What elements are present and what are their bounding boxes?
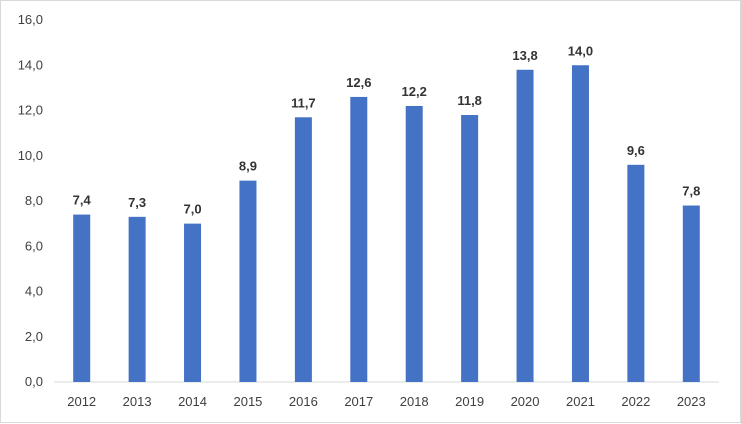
bar-2018: [405, 105, 423, 382]
bars: [73, 65, 700, 383]
x-tick-label-2012: 2012: [67, 394, 96, 409]
bar-2022: [627, 164, 645, 382]
y-axis-labels: 0,0 2,0 4,0 6,0 8,0 10,0 12,0 14,0 16,0: [18, 12, 43, 389]
data-label-2012: 7,4: [73, 193, 92, 208]
data-label-2018: 12,2: [402, 84, 427, 99]
bar-2013: [128, 216, 146, 382]
x-tick-label-2016: 2016: [289, 394, 318, 409]
bar-2019: [461, 115, 479, 383]
data-label-2022: 9,6: [627, 143, 645, 158]
bar-2016: [294, 117, 312, 382]
y-tick-label: 8,0: [25, 193, 43, 208]
data-label-2020: 13,8: [512, 48, 537, 63]
x-tick-label-2023: 2023: [677, 394, 706, 409]
bar-2023: [682, 205, 700, 382]
data-label-2015: 8,9: [239, 159, 257, 174]
data-label-2016: 11,7: [291, 95, 316, 110]
x-tick-label-2013: 2013: [123, 394, 152, 409]
bar-2021: [571, 65, 589, 382]
x-tick-label-2014: 2014: [178, 394, 207, 409]
x-tick-label-2019: 2019: [455, 394, 484, 409]
bar-2020: [516, 69, 534, 383]
y-tick-label: 2,0: [25, 329, 43, 344]
data-label-2023: 7,8: [682, 184, 700, 199]
x-tick-label-2021: 2021: [566, 394, 595, 409]
x-tick-label-2015: 2015: [233, 394, 262, 409]
bar-2012: [73, 214, 91, 382]
x-tick-label-2018: 2018: [400, 394, 429, 409]
data-label-2021: 14,0: [568, 43, 593, 58]
data-label-2014: 7,0: [184, 202, 202, 217]
bar-2014: [184, 223, 202, 382]
y-tick-label: 10,0: [18, 148, 43, 163]
x-tick-label-2017: 2017: [344, 394, 373, 409]
y-tick-label: 6,0: [25, 238, 43, 253]
y-tick-label: 4,0: [25, 284, 43, 299]
y-tick-label: 12,0: [18, 103, 43, 118]
y-tick-label: 14,0: [18, 57, 43, 72]
data-label-2013: 7,3: [128, 195, 146, 210]
bar-2015: [239, 180, 257, 382]
data-labels: 7,4 7,3 7,0 8,9 11,7 12,6 12,2 11,8 13,8 14,0 9,6 7…: [73, 43, 701, 216]
y-tick-label: 16,0: [18, 12, 43, 27]
y-tick-label: 0,0: [25, 374, 43, 389]
x-tick-label-2020: 2020: [511, 394, 540, 409]
data-label-2019: 11,8: [457, 93, 482, 108]
data-label-2017: 12,6: [346, 75, 371, 90]
bar-2017: [350, 96, 368, 383]
x-axis-labels: 2012 2013 2014 2015 2016 2017 2018 2019 2020 2021…: [67, 394, 706, 409]
x-tick-label-2022: 2022: [621, 394, 650, 409]
